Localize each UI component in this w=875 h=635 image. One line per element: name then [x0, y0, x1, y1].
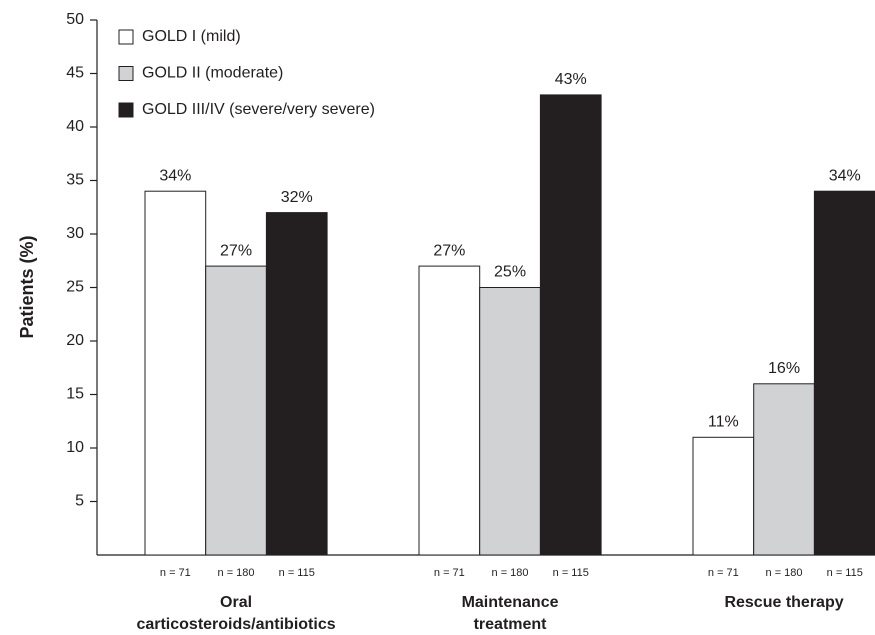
sample-size-label: n = 180 [766, 567, 803, 579]
sample-size-label: n = 180 [492, 567, 529, 579]
bar [539, 94, 602, 556]
bar [753, 383, 815, 556]
bar [479, 287, 541, 556]
y-tick-label: 45 [66, 65, 84, 82]
legend-label: GOLD III/IV (severe/very severe) [142, 101, 375, 118]
bar [418, 265, 481, 556]
x-tick-label: Rescue therapy [724, 594, 843, 611]
bar [205, 265, 267, 556]
y-tick-label: 15 [66, 386, 84, 403]
legend-swatch [118, 66, 134, 81]
legend-label: GOLD II (moderate) [142, 65, 283, 82]
x-tick-label: treatment [474, 616, 548, 633]
bar [813, 190, 875, 556]
y-tick-label: 30 [66, 225, 84, 242]
sample-size-label: n = 180 [218, 567, 255, 579]
y-tick-label: 5 [75, 493, 84, 510]
data-label: 16% [768, 360, 800, 377]
sample-size-label: n = 115 [827, 567, 863, 579]
y-tick-label: 25 [66, 279, 84, 296]
y-axis-label: Patients (%) [17, 235, 37, 338]
data-label: 34% [829, 167, 861, 184]
x-tick-label: Oral [220, 594, 252, 611]
legend-swatch [118, 29, 134, 45]
x-tick-label: carticosteroids/antibiotics [136, 616, 335, 633]
bar [692, 436, 755, 556]
sample-size-label: n = 71 [160, 567, 191, 579]
sample-size-label: n = 115 [279, 567, 315, 579]
data-label: 32% [281, 189, 313, 206]
legend-swatch [118, 102, 134, 118]
sample-size-label: n = 115 [553, 567, 589, 579]
data-label: 34% [159, 167, 191, 184]
data-label: 25% [494, 264, 526, 281]
data-label: 11% [708, 414, 739, 431]
y-tick-label: 10 [66, 439, 84, 456]
legend-label: GOLD I (mild) [142, 28, 241, 45]
x-tick-label: Maintenance [462, 594, 559, 611]
y-tick-label: 50 [66, 11, 84, 28]
y-tick-label: 35 [66, 172, 84, 189]
y-tick-label: 40 [66, 118, 84, 135]
sample-size-label: n = 71 [708, 567, 739, 579]
sample-size-label: n = 71 [434, 567, 465, 579]
y-tick-label: 20 [66, 332, 84, 349]
data-label: 43% [555, 71, 587, 88]
data-label: 27% [220, 242, 252, 259]
bar [265, 212, 328, 556]
bar [144, 190, 207, 556]
data-label: 27% [433, 242, 465, 259]
